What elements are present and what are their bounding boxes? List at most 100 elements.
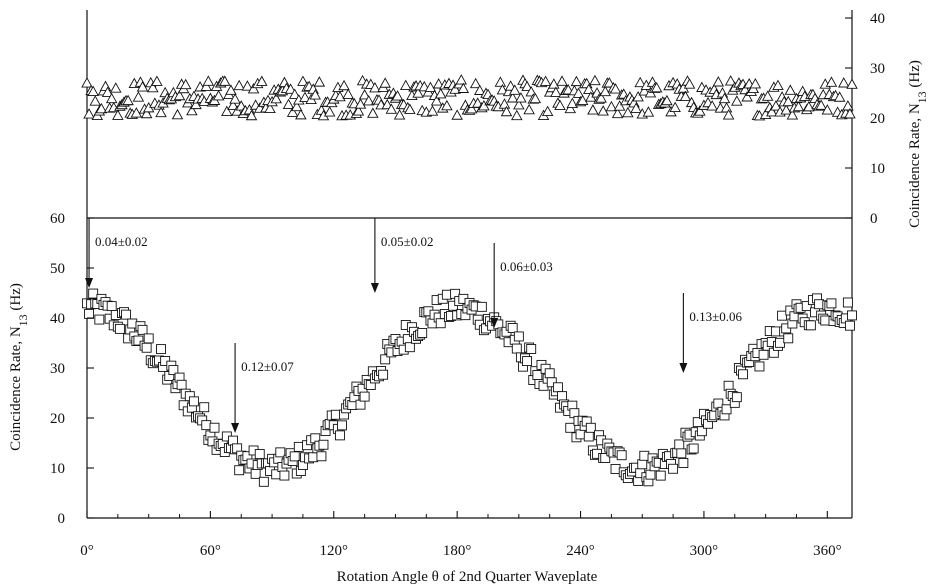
data-point-triangle [83, 108, 95, 119]
x-axis-title: Rotation Angle θ of 2nd Quarter Waveplat… [337, 569, 598, 585]
data-point-triangle [190, 98, 202, 110]
data-point-triangle [720, 102, 733, 113]
data-point-square [668, 463, 679, 474]
data-point-triangle [469, 77, 482, 89]
data-point-square [404, 342, 415, 353]
data-point-square [583, 431, 594, 442]
data-point-triangle [233, 79, 245, 91]
data-point-triangle [313, 76, 326, 87]
data-point-triangle [770, 100, 782, 111]
data-point-triangle [231, 105, 243, 116]
data-point-triangle [362, 95, 375, 106]
data-point-triangle [245, 109, 258, 121]
data-point-square [279, 470, 290, 481]
data-point-square [844, 320, 855, 331]
data-point-triangle [494, 76, 507, 87]
y-tick-label-right: 20 [870, 111, 885, 127]
data-point-triangle [295, 108, 307, 120]
data-point-triangle [367, 107, 379, 118]
data-point-triangle [81, 77, 93, 88]
data-point-square [696, 426, 707, 437]
data-point-triangle [842, 100, 854, 111]
data-point-square [176, 379, 187, 390]
data-point-square [526, 344, 537, 354]
data-point-triangle [140, 107, 153, 119]
data-point-triangle [299, 91, 311, 103]
data-point-triangle [642, 106, 655, 117]
data-point-triangle [202, 75, 215, 86]
data-point-square [820, 315, 831, 326]
data-point-triangle [474, 84, 486, 95]
data-point-triangle [87, 85, 99, 97]
data-point-triangle [342, 88, 354, 99]
data-point-square [674, 439, 685, 450]
data-point-square [254, 449, 265, 460]
data-point-triangle [200, 80, 213, 91]
data-point-triangle [155, 106, 167, 118]
y-tick-label-right: 30 [870, 61, 885, 77]
data-point-square [188, 396, 199, 407]
data-point-triangle [247, 82, 260, 94]
annotation-arrow-head [679, 363, 688, 373]
data-point-square [713, 398, 724, 409]
annotation-label: 0.06±0.03 [500, 259, 553, 274]
data-point-square [137, 324, 148, 335]
data-point-triangle [101, 86, 114, 97]
data-point-square [721, 404, 732, 415]
bottom-series-squares [82, 288, 857, 487]
data-point-square [380, 354, 391, 365]
data-point-square [316, 451, 327, 462]
data-point-triangle [597, 105, 609, 116]
data-point-square [616, 450, 627, 461]
data-point-triangle [455, 74, 468, 85]
annotation-arrow-head [85, 278, 94, 288]
data-point-triangle [833, 91, 846, 102]
data-point-square [201, 420, 212, 431]
data-point-triangle [587, 104, 599, 115]
data-point-triangle [766, 106, 778, 117]
data-point-square [770, 326, 781, 337]
data-point-square [275, 447, 286, 458]
data-point-triangle [496, 84, 509, 95]
data-point-triangle [478, 100, 490, 111]
data-point-triangle [570, 75, 583, 87]
data-point-triangle [529, 92, 542, 104]
data-point-square [143, 333, 154, 344]
data-point-triangle [722, 109, 735, 120]
data-point-square [731, 392, 742, 403]
data-point-square [775, 337, 785, 348]
x-tick-label: 360° [813, 543, 842, 559]
data-point-triangle [338, 79, 350, 91]
data-point-triangle [521, 80, 533, 92]
data-point-square [511, 343, 522, 354]
data-point-triangle [441, 99, 453, 111]
data-point-triangle [669, 101, 681, 112]
data-point-triangle [270, 92, 282, 104]
data-point-triangle [282, 98, 295, 110]
data-point-triangle [523, 103, 535, 115]
data-point-triangle [605, 100, 618, 112]
data-point-triangle [782, 95, 795, 107]
data-point-square [585, 422, 596, 433]
data-point-square [121, 309, 132, 320]
data-point-triangle [821, 104, 834, 115]
data-point-triangle [749, 77, 762, 89]
data-point-triangle [136, 81, 149, 92]
data-point-triangle [572, 87, 585, 98]
data-point-triangle [212, 89, 225, 101]
data-point-triangle [426, 105, 439, 116]
data-point-triangle [706, 100, 718, 111]
data-point-triangle [539, 75, 552, 86]
x-tick-label: 120° [320, 543, 349, 559]
data-point-square [507, 323, 518, 333]
data-point-triangle [385, 103, 398, 114]
data-point-triangle [650, 81, 663, 93]
data-point-triangle [550, 86, 562, 97]
data-point-triangle [352, 105, 365, 116]
data-point-triangle [611, 107, 624, 119]
data-point-triangle [391, 90, 404, 101]
annotation-arrow-head [370, 283, 379, 293]
data-point-triangle [105, 92, 118, 104]
data-point-square [557, 391, 567, 402]
